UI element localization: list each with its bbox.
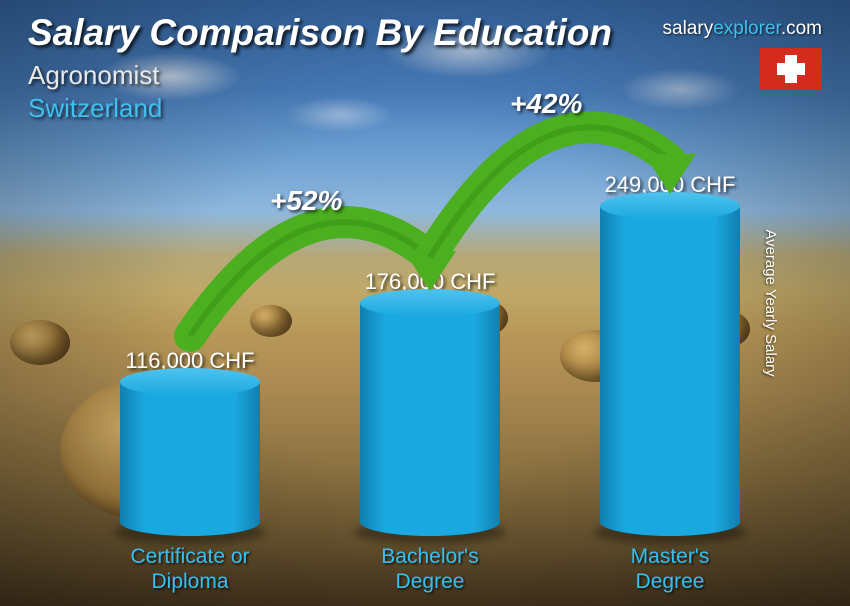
bar-label-wrapper: Master'sDegree: [570, 544, 770, 594]
x-axis-labels: Certificate orDiploma Bachelor'sDegree Mas…: [70, 544, 790, 594]
bar-category-label: Certificate orDiploma: [90, 544, 290, 594]
bar-category-label: Master'sDegree: [570, 544, 770, 594]
source-part2: explorer: [713, 18, 781, 39]
bar-group: 116,000 CHF: [120, 348, 260, 536]
bar-chart: 116,000 CHF 176,000 CHF 249,000 CHF: [70, 176, 790, 536]
bar-group: 176,000 CHF: [360, 269, 500, 536]
percent-increase-label: +52%: [270, 185, 342, 217]
chart-subtitle-country: Switzerland: [28, 93, 822, 124]
hay-bale: [10, 320, 70, 365]
bar: [360, 303, 500, 536]
percent-increase-label: +42%: [510, 88, 582, 120]
switzerland-flag-icon: [760, 48, 822, 90]
bar-label-wrapper: Bachelor'sDegree: [330, 544, 530, 594]
bar: [120, 382, 260, 536]
source-part1: salary: [663, 18, 714, 39]
chart-subtitle-job: Agronomist: [28, 60, 822, 91]
bar-group: 249,000 CHF: [600, 172, 740, 536]
bar-category-label: Bachelor'sDegree: [330, 544, 530, 594]
bar: [600, 206, 740, 536]
source-part3: .com: [781, 18, 822, 39]
bar-label-wrapper: Certificate orDiploma: [90, 544, 290, 594]
source-attribution: salaryexplorer.com: [663, 18, 822, 40]
